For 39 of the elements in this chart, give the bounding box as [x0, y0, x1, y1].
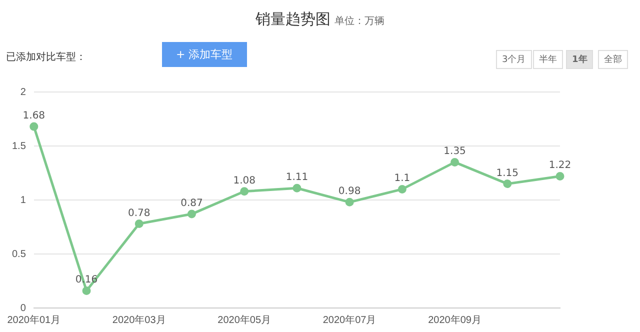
data-label: 0.87	[180, 198, 203, 210]
text: 全部	[598, 50, 628, 69]
chart-subtitle: 单位：万辆	[334, 16, 384, 27]
x-tick-label: 2020年07月	[322, 314, 376, 326]
point	[556, 172, 564, 180]
point	[398, 184, 406, 194]
point	[187, 210, 196, 218]
point	[134, 220, 144, 228]
point	[345, 198, 354, 206]
data-label: 1.35	[444, 146, 466, 158]
data-label: 0.78	[128, 208, 150, 219]
data-label: 1.22	[548, 160, 572, 172]
x-tick-label: 2020年01月	[7, 314, 61, 326]
data-label: 1.68	[22, 110, 46, 122]
data-label: 1.15	[496, 168, 519, 179]
point	[82, 286, 91, 295]
text: 1年	[566, 50, 594, 69]
x-tick-label: 2020年03月	[112, 314, 166, 326]
text: 3个月	[496, 50, 532, 69]
y-tick-label: 1.5	[12, 140, 26, 152]
x-tick-label: 2020年05月	[218, 314, 272, 326]
point	[30, 122, 38, 131]
point	[292, 184, 302, 192]
y-tick-label: 2	[20, 86, 26, 98]
text: 已添加对比车型：	[6, 50, 86, 64]
data-label: 0.98	[338, 186, 361, 198]
x-tick-label: 2020年09月	[428, 314, 482, 326]
data-label: 1.11	[286, 172, 308, 184]
point	[240, 187, 249, 196]
y-tick-label: 1	[20, 194, 26, 206]
text: + 添加车型	[162, 42, 247, 67]
y-tick-label: 0	[20, 302, 26, 314]
point	[450, 158, 460, 166]
data-label: 1.1	[394, 173, 410, 184]
point	[503, 180, 512, 188]
data-label: 1.08	[233, 175, 256, 186]
text: 半年	[533, 50, 563, 69]
chart-title: 销量趋势图	[256, 10, 330, 28]
y-tick-label: 0.5	[12, 248, 26, 260]
